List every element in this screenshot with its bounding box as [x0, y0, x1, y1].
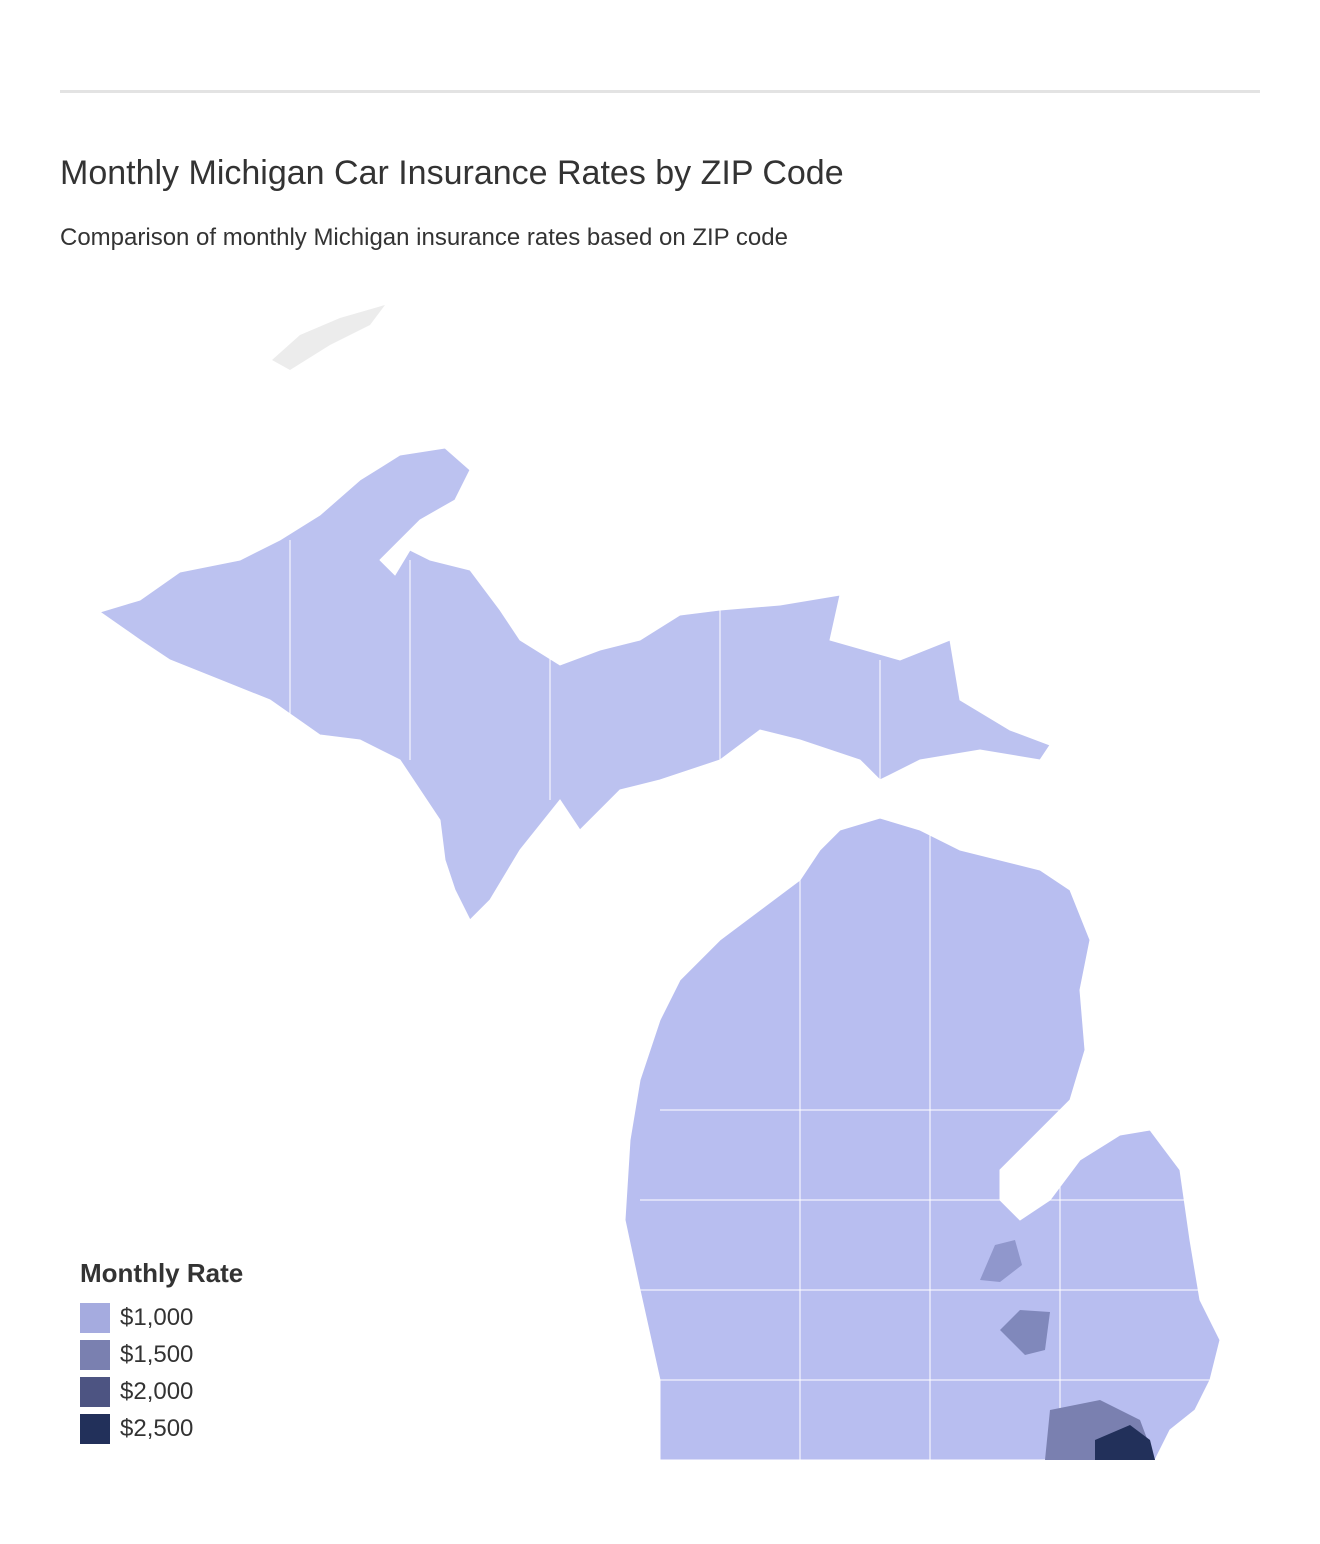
legend-swatch	[80, 1413, 110, 1444]
county-lines	[289, 540, 1210, 1460]
legend-label: $1,000	[120, 1303, 194, 1331]
legend-label: $2,000	[120, 1377, 194, 1405]
legend-label: $2,500	[120, 1414, 194, 1442]
legend-item: $1,500	[80, 1336, 243, 1373]
title: Monthly Michigan Car Insurance Rates by …	[60, 154, 844, 192]
legend-items: $1,000 $1,500 $2,000 $2,500	[80, 1299, 243, 1447]
legend: Monthly Rate $1,000 $1,500 $2,000 $2,500	[80, 1258, 243, 1447]
legend-item: $2,000	[80, 1373, 243, 1410]
divider	[60, 90, 1260, 93]
subtitle: Comparison of monthly Michigan insurance…	[60, 224, 788, 251]
upper-peninsula	[98, 447, 1051, 921]
legend-swatch	[80, 1302, 110, 1333]
isle-royale	[272, 305, 385, 370]
legend-item: $1,000	[80, 1299, 243, 1336]
legend-title: Monthly Rate	[80, 1258, 244, 1288]
legend-label: $1,500	[120, 1340, 194, 1368]
flint-area	[1000, 1310, 1050, 1355]
detroit	[1095, 1425, 1155, 1460]
lower-peninsula	[624, 817, 1221, 1461]
saginaw-area	[980, 1240, 1022, 1282]
legend-swatch	[80, 1376, 110, 1407]
legend-item: $2,500	[80, 1410, 243, 1447]
legend-swatch	[80, 1339, 110, 1370]
